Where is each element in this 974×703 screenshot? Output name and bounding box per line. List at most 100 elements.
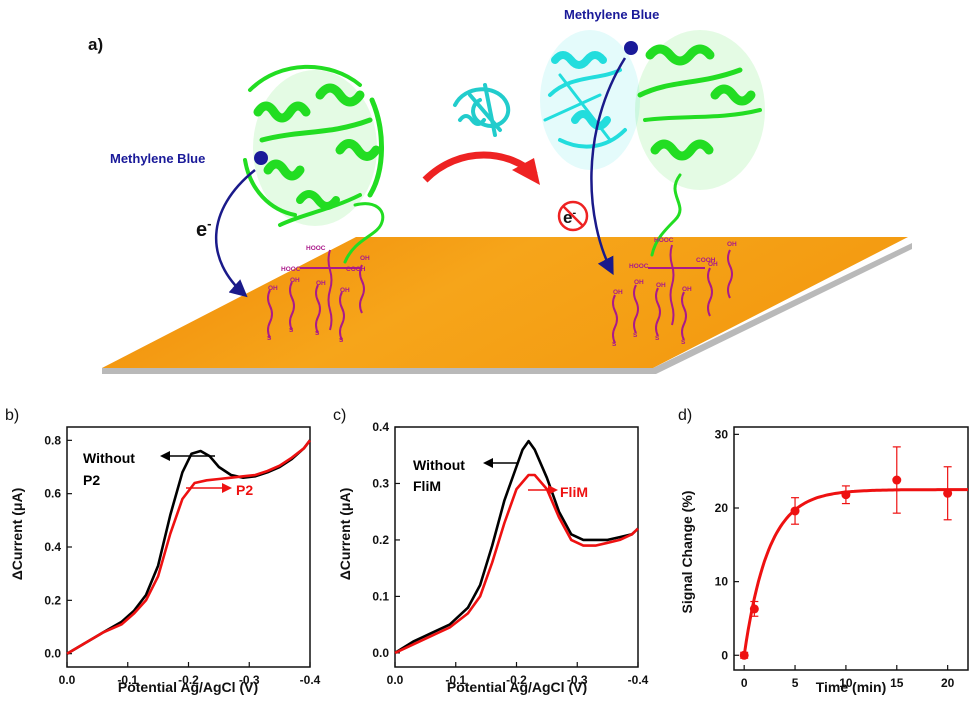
- panel-d-xtick-label: 5: [792, 676, 799, 690]
- panel-c-xtick-label: -0.2: [506, 673, 527, 687]
- chemistry-labels-left: HOOC HOOC COOH OH OH OH OH OH S S S S: [267, 245, 370, 344]
- panel-c-annotation-arrowhead-red: [548, 485, 558, 495]
- svg-text:S: S: [267, 335, 272, 342]
- panel-d-xtick-label: 15: [890, 676, 904, 690]
- electron-transfer-arrow-right: [590, 57, 627, 276]
- panel-d-data-point: [739, 650, 749, 660]
- panel-c-annotation-black-flim: FliM: [413, 478, 441, 494]
- panel-c-ticks: 0.0 -0.1 -0.2 -0.3 -0.4 0.0 0.1 0.2 0.3 0.4: [372, 420, 648, 687]
- svg-text:OH: OH: [727, 241, 737, 248]
- panel-c-label: c): [333, 407, 346, 424]
- panel-c-xtick-label: -0.3: [567, 673, 588, 687]
- panel-b-series-line-1: [66, 439, 312, 655]
- panel-d-series: [739, 446, 968, 660]
- svg-text:COOH: COOH: [696, 257, 716, 264]
- svg-text:S: S: [655, 335, 660, 342]
- panel-d-ytick-label: 10: [715, 575, 729, 589]
- panel-c-annotations: Without FliM FliM: [413, 457, 588, 500]
- panel-b-ticks: 0.0 -0.1 -0.2 -0.3 -0.4 0.0 0.2 0.4 0.6 0.8: [44, 433, 320, 687]
- panel-b-annotation-without: Without: [83, 450, 135, 466]
- panel-b-xtick-label: -0.3: [239, 673, 260, 687]
- panel-b-series: [66, 439, 312, 655]
- panel-d-ytick-label: 0: [721, 648, 728, 662]
- linker-chains-left: [267, 249, 365, 341]
- panel-d-ytick-label: 30: [715, 427, 729, 441]
- svg-text:OH: OH: [682, 286, 692, 293]
- svg-text:S: S: [339, 337, 344, 344]
- svg-text:OH: OH: [613, 289, 623, 296]
- panel-d-fit-curve: [742, 488, 968, 656]
- panel-d-ytick-label: 20: [715, 501, 729, 515]
- panel-b-annotation-red-p2: P2: [236, 482, 253, 498]
- svg-text:OH: OH: [656, 282, 666, 289]
- methylene-blue-dot-left: [254, 151, 268, 165]
- svg-text:OH: OH: [340, 287, 350, 294]
- panel-a: a) Methylene Blue e-: [88, 7, 912, 374]
- panel-b-annotations: Without P2 P2: [83, 450, 253, 498]
- panel-d-data-point: [749, 604, 759, 614]
- panel-b-annotation-arrowhead-black: [160, 451, 170, 461]
- panel-d-axes-frame: [733, 426, 969, 671]
- panel-b-ytick-label: 0.4: [44, 540, 61, 554]
- panel-c-series-line-0: [394, 439, 639, 655]
- panel-c-ylabel: ΔCurrent (μA): [337, 488, 353, 581]
- panel-d-xtick-label: 10: [839, 676, 853, 690]
- svg-text:OH: OH: [268, 285, 278, 292]
- linker-chains-right: [612, 244, 733, 344]
- gold-surface: [102, 237, 908, 368]
- panel-c-xlabel: Potential Ag/AgCl (V): [447, 679, 587, 695]
- panel-b-annotation-black-p2: P2: [83, 472, 100, 488]
- panel-c-xtick-label: -0.4: [628, 673, 649, 687]
- panel-b-ylabel: ΔCurrent (μA): [9, 488, 25, 581]
- panel-b-xtick-label: 0.0: [59, 673, 76, 687]
- panel-b-xtick-label: -0.1: [117, 673, 138, 687]
- panel-d-xlabel: Time (min): [816, 679, 887, 695]
- svg-text:OH: OH: [708, 261, 718, 268]
- panel-b-ytick-label: 0.2: [44, 593, 61, 607]
- panel-d-data-point: [841, 490, 851, 500]
- panel-d-data-point: [790, 506, 800, 516]
- panel-d-data-point: [943, 488, 953, 498]
- panel-b: b) ΔCurrent (μA) Potential Ag/AgCl (V) 0…: [5, 407, 321, 695]
- svg-text:S: S: [633, 332, 638, 339]
- svg-text:HOOC: HOOC: [281, 266, 301, 273]
- blocked-electron-icon: e-: [557, 200, 589, 232]
- panel-c: c) ΔCurrent (μA) Potential Ag/AgCl (V) 0…: [333, 407, 649, 695]
- chemistry-labels-right: HOOC HOOC COOH OH OH OH OH OH OH S S S S: [612, 237, 737, 348]
- svg-text:OH: OH: [360, 255, 370, 262]
- panel-b-ytick-label: 0.6: [44, 487, 61, 501]
- panel-c-ytick-label: 0.3: [372, 476, 389, 490]
- svg-text:S: S: [612, 341, 617, 348]
- panel-c-ytick-label: 0.0: [372, 646, 389, 660]
- svg-text:S: S: [315, 330, 320, 337]
- panel-b-annotation-arrowhead-red: [222, 483, 232, 493]
- panel-c-xtick-label: 0.0: [387, 673, 404, 687]
- panel-b-ytick-label: 0.0: [44, 647, 61, 661]
- svg-text:HOOC: HOOC: [306, 245, 326, 252]
- panel-c-series: [394, 439, 639, 655]
- panel-d-label: d): [678, 407, 692, 424]
- panel-c-xtick-label: -0.1: [445, 673, 466, 687]
- svg-text:OH: OH: [290, 277, 300, 284]
- protein-left: [243, 64, 385, 264]
- panel-a-label: a): [88, 35, 103, 54]
- binder-protein-middle: [453, 83, 511, 137]
- svg-text:S: S: [289, 327, 294, 334]
- panel-c-series-line-1: [394, 473, 639, 655]
- panel-c-annotation-without: Without: [413, 457, 465, 473]
- svg-text:S: S: [681, 339, 686, 346]
- panel-d: d) Signal Change (%) Time (min) 0 5 10 15 20…: [678, 407, 969, 695]
- svg-text:COOH: COOH: [346, 266, 366, 273]
- panel-d-xtick-label: 0: [741, 676, 748, 690]
- panel-c-ytick-label: 0.1: [372, 589, 389, 603]
- panel-d-ticks: 0 5 10 15 20 0 10 20 30: [715, 427, 955, 690]
- svg-text:HOOC: HOOC: [629, 263, 649, 270]
- panel-d-data-point: [892, 475, 902, 485]
- electron-label-left: e-: [196, 216, 211, 241]
- svg-text:OH: OH: [634, 279, 644, 286]
- panel-b-xlabel: Potential Ag/AgCl (V): [118, 679, 258, 695]
- svg-text:e-: e-: [563, 207, 576, 227]
- panel-b-xtick-label: -0.2: [178, 673, 199, 687]
- methylene-blue-dot-right: [624, 41, 638, 55]
